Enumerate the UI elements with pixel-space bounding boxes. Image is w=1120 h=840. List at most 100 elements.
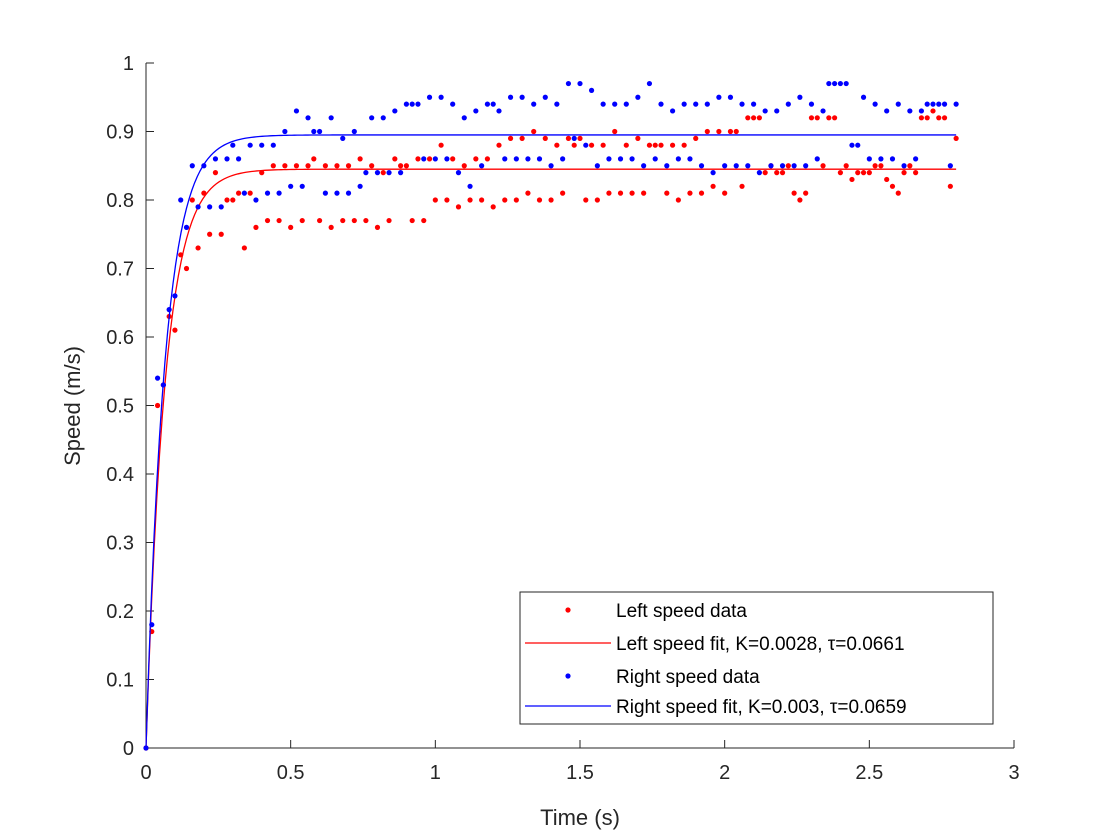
data-point [212,170,219,176]
data-point [814,115,820,121]
data-point [878,163,884,169]
data-point [450,101,456,107]
legend-label-left-fit: Left speed fit, K=0.0028, τ=0.0661 [616,634,905,655]
data-point [693,135,699,141]
data-point [907,108,913,114]
data-point [779,170,786,176]
data-point [542,135,548,141]
data-point [345,190,352,196]
data-point [461,115,467,121]
y-tick-label: 0.1 [106,670,134,692]
data-point [357,183,363,189]
data-point [785,101,791,107]
data-point [450,156,456,162]
data-point [519,135,525,141]
data-point [479,197,485,203]
data-point [334,190,340,196]
data-point [432,197,438,203]
y-tick-label: 0 [123,738,134,760]
data-point [369,163,375,169]
data-point [739,183,745,189]
data-point [270,163,276,169]
data-point [797,94,803,100]
x-tick-label: 0 [140,762,151,784]
data-point [646,142,653,148]
data-point [293,108,300,114]
y-tick-label: 0.4 [106,464,134,486]
fit-curve [145,134,957,749]
data-point [722,163,728,169]
data-point [953,135,959,141]
data-point [855,170,861,176]
data-point [386,170,392,176]
data-point [507,135,514,141]
data-point [930,108,936,114]
data-point [565,135,572,141]
x-axis-label: Time (s) [540,805,620,830]
data-point [264,190,271,196]
data-point [224,156,230,162]
data-point [884,108,890,114]
data-point [178,197,184,203]
series-fit-line [145,168,957,749]
data-point [409,101,415,107]
data-point [918,108,925,114]
data-point [901,170,907,176]
data-point [513,156,519,162]
legend-label-right-data: Right speed data [616,667,760,688]
data-point [571,135,577,141]
data-point [762,170,768,176]
data-point [421,217,427,224]
data-point [195,204,201,210]
data-point [936,101,942,107]
data-point [594,163,600,169]
data-point [953,101,959,107]
fit-curve [145,168,957,749]
data-point [612,128,618,135]
data-point [282,128,288,135]
data-point [288,224,294,230]
data-point [502,197,508,203]
data-point [687,190,693,196]
data-point [392,156,398,162]
data-point [664,163,670,169]
data-point [305,163,311,169]
data-point [311,128,317,135]
data-point [866,170,872,176]
data-point [241,245,247,251]
data-point [756,170,762,176]
data-point [884,176,890,183]
data-point [380,170,386,176]
data-point [299,183,305,189]
data-point [328,224,334,230]
data-point [398,163,404,169]
data-point [658,142,664,148]
data-point [866,156,872,162]
data-point [698,190,705,196]
data-point [669,108,676,114]
data-point [947,163,953,169]
data-point [322,163,328,169]
data-point [710,170,716,176]
data-point [345,163,352,169]
data-point [837,80,844,87]
axes [145,62,1015,749]
data-point [774,108,780,114]
data-point [363,170,369,176]
data-point [340,217,346,224]
data-point [270,142,276,148]
data-point [623,101,629,107]
data-point [473,156,479,162]
data-point [207,204,213,210]
data-point [189,197,195,203]
data-point [745,115,751,121]
legend-label-left-data: Left speed data [616,601,747,622]
legend-label-right-fit: Right speed fit, K=0.003, τ=0.0659 [616,697,907,718]
data-point [832,115,838,121]
data-point [583,142,589,148]
data-point [774,170,780,176]
data-point [259,142,265,148]
data-point [704,128,710,135]
data-point [872,101,878,107]
data-point [415,101,421,107]
